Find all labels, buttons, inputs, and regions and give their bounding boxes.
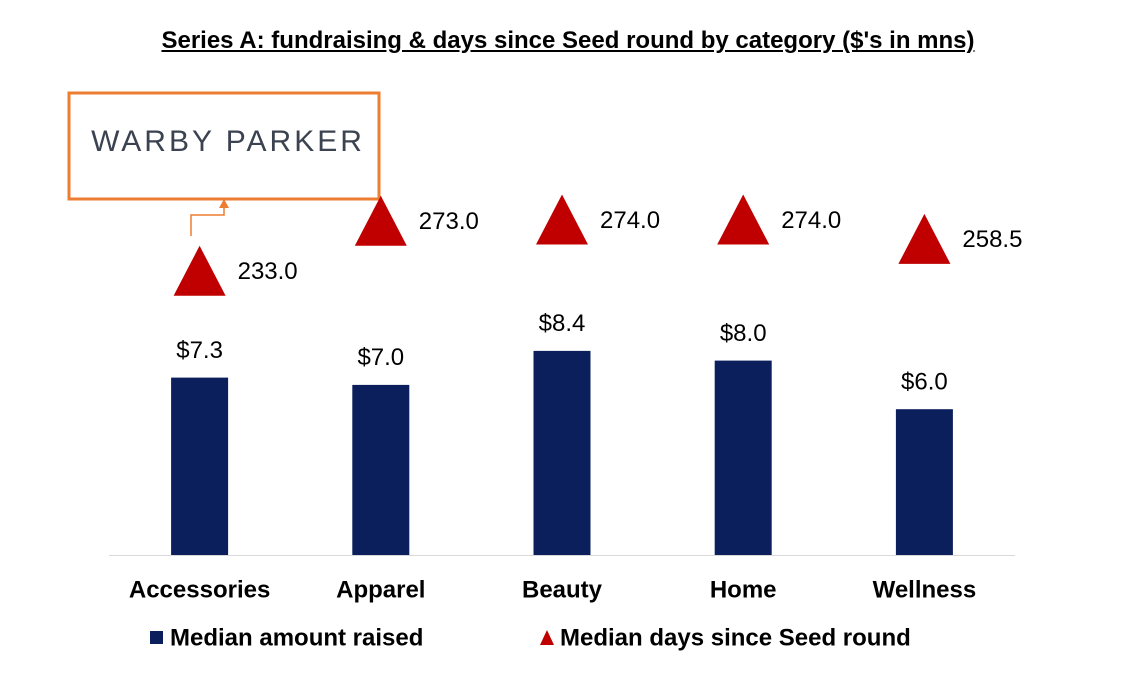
annotation-box bbox=[67, 91, 381, 201]
bar bbox=[171, 377, 229, 555]
x-tick-label: Accessories bbox=[129, 576, 270, 603]
x-tick-label: Wellness bbox=[873, 576, 977, 603]
value-label: 233.0 bbox=[238, 258, 298, 285]
triangle-marker bbox=[536, 194, 588, 245]
annotation-arrow bbox=[190, 204, 225, 236]
value-label: 274.0 bbox=[781, 207, 841, 234]
value-label: 258.5 bbox=[962, 226, 1022, 253]
legend-swatch bbox=[540, 630, 554, 645]
bar bbox=[352, 384, 410, 555]
x-tick-label: Apparel bbox=[336, 576, 425, 603]
value-label: $7.0 bbox=[357, 344, 404, 371]
legend-swatch bbox=[150, 631, 163, 644]
bar bbox=[895, 409, 953, 555]
value-label: $8.0 bbox=[720, 320, 767, 347]
bar bbox=[714, 360, 772, 555]
triangle-marker bbox=[898, 213, 951, 264]
x-tick-label: Beauty bbox=[522, 576, 603, 603]
value-label: 274.0 bbox=[600, 207, 660, 234]
triangle-marker bbox=[717, 194, 770, 245]
legend-label: Median amount raised bbox=[170, 624, 423, 651]
legend-label: Median days since Seed round bbox=[560, 624, 911, 651]
triangle-marker bbox=[354, 195, 407, 246]
x-tick-label: Home bbox=[710, 576, 777, 603]
bar bbox=[533, 350, 591, 555]
value-label: 273.0 bbox=[419, 208, 479, 235]
value-label: $7.3 bbox=[176, 337, 223, 364]
annotation-text: WARBY PARKER bbox=[91, 125, 365, 158]
value-label: $8.4 bbox=[539, 310, 586, 337]
chart-title: Series A: fundraising & days since Seed … bbox=[161, 27, 975, 54]
triangle-marker bbox=[173, 245, 226, 296]
annotation-arrowhead bbox=[219, 199, 229, 208]
value-label: $6.0 bbox=[901, 369, 948, 396]
